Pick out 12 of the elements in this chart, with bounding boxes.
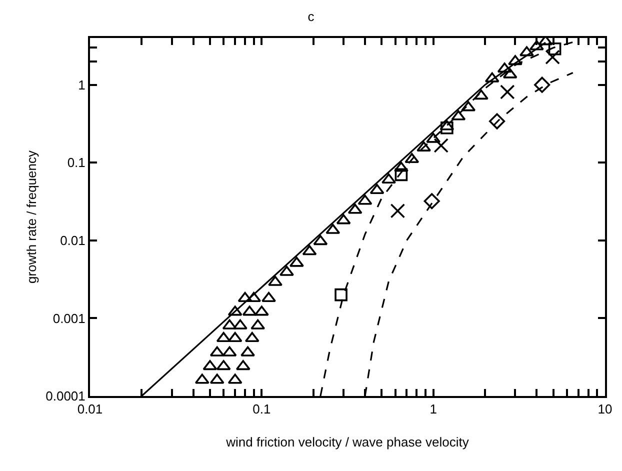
x-tick-label: 1 (430, 402, 437, 417)
x-tick-label: 10 (598, 402, 612, 417)
x-tick-label: 0.1 (252, 402, 271, 417)
y-axis-title: growth rate / frequency (24, 150, 40, 284)
x-axis-title: wind friction velocity / wave phase velocity (225, 434, 470, 450)
y-tick-label: 0.1 (67, 155, 86, 170)
y-tick-label: 0.01 (60, 232, 86, 248)
y-tick-label: 0.0001 (46, 388, 86, 404)
chart-title: c (308, 8, 315, 24)
y-tick-label: 1 (78, 77, 86, 92)
x-tick-label: 0.01 (77, 402, 103, 417)
y-tick-label: 0.001 (52, 310, 86, 326)
